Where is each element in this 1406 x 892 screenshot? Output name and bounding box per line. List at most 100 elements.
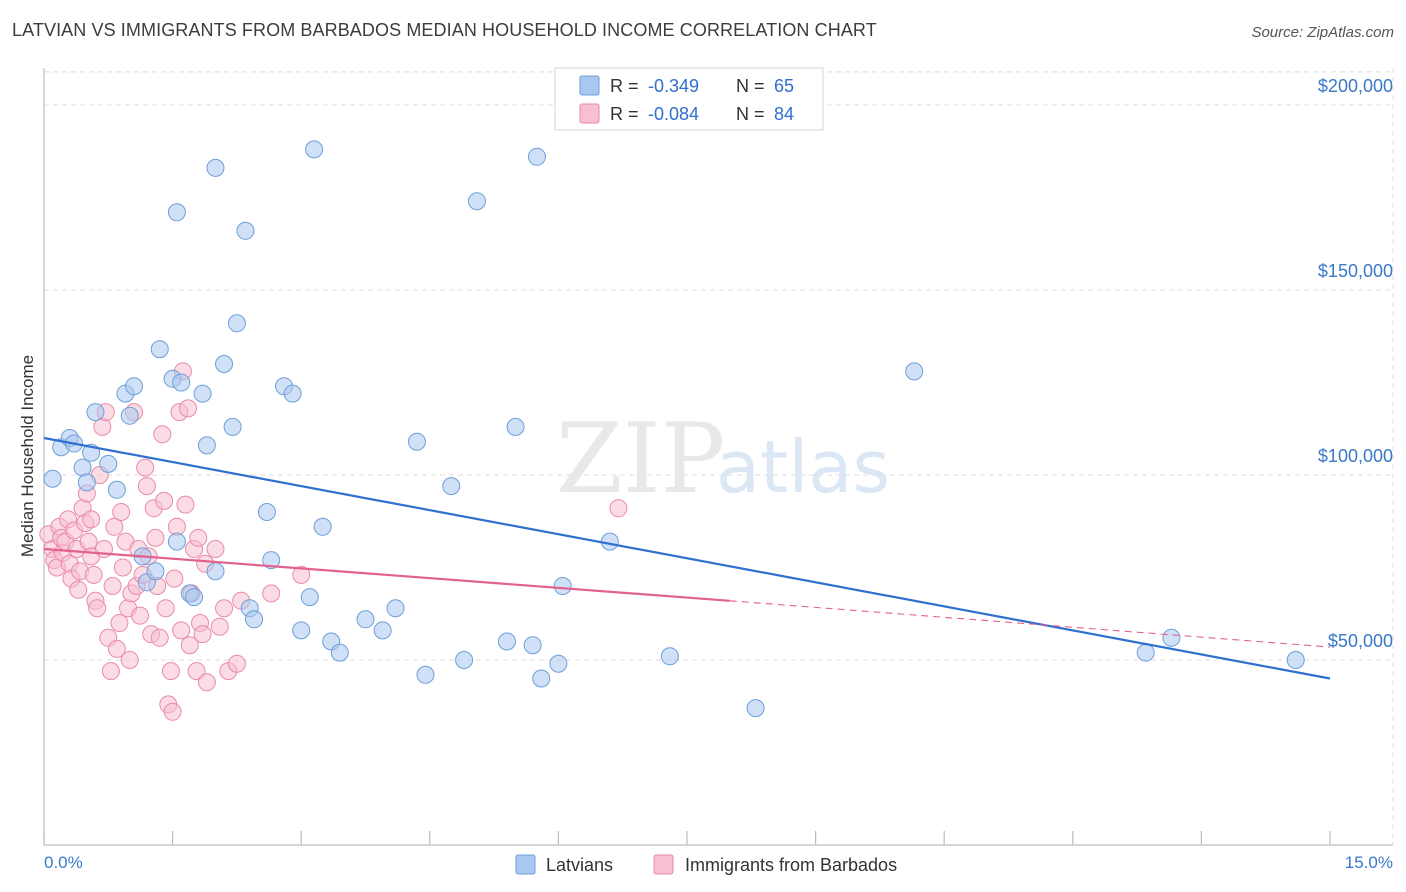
barbados-point-75 (206, 540, 225, 558)
series-legend-swatch-latvians[interactable] (515, 854, 536, 875)
latvians-point-56 (549, 654, 568, 673)
latvians-point-63 (1162, 628, 1181, 647)
y-tick-label-1: $100,000 (1318, 446, 1393, 466)
x-ticks (43, 831, 1331, 845)
latvians-point-22 (193, 384, 212, 403)
barbados-point-33 (110, 614, 129, 632)
barbados-point-38 (120, 651, 139, 669)
latvians-point-19 (167, 532, 186, 551)
latvians-point-15 (146, 562, 165, 581)
latvians-point-62 (1136, 643, 1155, 662)
latvians-point-61 (905, 362, 924, 381)
latvians-point-26 (167, 203, 186, 222)
barbados-point-13 (69, 580, 88, 599)
barbados-point-34 (112, 503, 131, 521)
y-tick-label-0: $50,000 (1328, 631, 1393, 651)
series-legend-label-latvians[interactable]: Latvians (546, 855, 613, 875)
trend-lines (43, 436, 1331, 680)
barbados-point-23 (88, 599, 107, 618)
legend-swatch-barbados (579, 103, 600, 124)
y-axis-title: Median Household Income (18, 355, 37, 557)
barbados-point-50 (146, 528, 165, 547)
barbados-point-76 (210, 617, 229, 636)
latvians-point-29 (227, 314, 246, 333)
y-tick-label-3: $200,000 (1318, 76, 1393, 96)
chart-title: LATVIAN VS IMMIGRANTS FROM BARBADOS MEDI… (12, 20, 877, 40)
barbados-point-29 (101, 662, 120, 681)
latvians-point-33 (257, 503, 276, 521)
barbados-point-74 (197, 673, 216, 692)
latvians-point-12 (125, 377, 144, 396)
legend-r-value-latvians: -0.349 (648, 76, 699, 96)
latvians-point-8 (99, 454, 118, 473)
latvians-point-9 (107, 480, 126, 499)
latvians-point-45 (386, 599, 405, 618)
latvians-point-47 (416, 665, 435, 684)
latvians-point-52 (506, 417, 525, 436)
barbados-point-46 (137, 477, 156, 496)
legend-swatch-latvians (579, 75, 600, 96)
latvians-point-57 (553, 577, 572, 595)
watermark-zip: ZIP (556, 403, 725, 515)
barbados-point-82 (292, 565, 311, 584)
legend-n-label-barbados: N = (736, 104, 765, 124)
barbados-point-58 (163, 702, 182, 721)
latvians-point-55 (532, 669, 551, 688)
barbados-point-81 (262, 584, 281, 603)
watermark: ZIP atlas (556, 403, 890, 515)
latvians-point-25 (206, 158, 225, 177)
latvians-point-39 (305, 140, 324, 159)
latvians-point-59 (660, 647, 679, 666)
latvians-point-4 (73, 458, 92, 477)
legend-r-value-barbados: -0.084 (648, 104, 699, 124)
series-legend-swatch-barbados[interactable] (653, 854, 674, 875)
grid-lines (44, 68, 1394, 845)
barbados-point-77 (215, 599, 234, 618)
latvians-point-64 (1286, 651, 1305, 669)
barbados-point-52 (150, 628, 169, 647)
latvians-point-36 (283, 384, 302, 403)
barbados-point-54 (155, 491, 174, 510)
barbados-point-20 (82, 510, 101, 529)
barbados-point-18 (79, 532, 98, 551)
latvians-point-27 (215, 355, 234, 373)
barbados-point-83 (609, 499, 628, 518)
latvians-point-16 (150, 340, 169, 359)
series-legend-label-barbados[interactable]: Immigrants from Barbados (685, 855, 897, 875)
source-label: Source: ZipAtlas.com (1251, 24, 1394, 41)
latvians-point-30 (236, 221, 255, 240)
barbados-point-64 (176, 495, 195, 514)
barbados-point-59 (165, 569, 184, 588)
latvians-point-40 (313, 517, 332, 536)
latvians-point-28 (223, 417, 242, 436)
barbados-point-43 (131, 606, 150, 625)
legend-box (554, 67, 824, 131)
latvians-point-21 (185, 588, 204, 607)
x-tick-label-min: 0.0% (44, 853, 83, 872)
latvians-point-60 (746, 699, 765, 718)
latvians-point-5 (77, 473, 96, 492)
x-tick-label-max: 15.0% (1345, 853, 1393, 872)
barbados-point-57 (161, 662, 180, 681)
barbados-point-31 (105, 517, 124, 536)
barbados-point-69 (187, 662, 206, 681)
barbados-point-79 (227, 654, 246, 673)
barbados-point-65 (179, 399, 198, 418)
barbados-point-21 (84, 565, 103, 584)
trend-line-latvians (43, 436, 1331, 680)
legend-n-value-latvians: 65 (774, 76, 794, 96)
latvians-point-51 (497, 632, 516, 651)
latvians-point-46 (407, 432, 426, 451)
y-tick-label-2: $150,000 (1318, 261, 1393, 281)
latvians-point-23 (197, 436, 216, 455)
trend-line-barbados (43, 547, 730, 602)
latvians-point-42 (330, 643, 349, 662)
legend-n-label-latvians: N = (736, 76, 765, 96)
latvians-point-34 (262, 551, 281, 570)
barbados-point-35 (113, 558, 132, 577)
latvians-point-0 (43, 469, 62, 488)
latvians-point-11 (120, 406, 139, 425)
barbados-point-53 (153, 425, 172, 444)
latvians-point-24 (206, 562, 225, 581)
